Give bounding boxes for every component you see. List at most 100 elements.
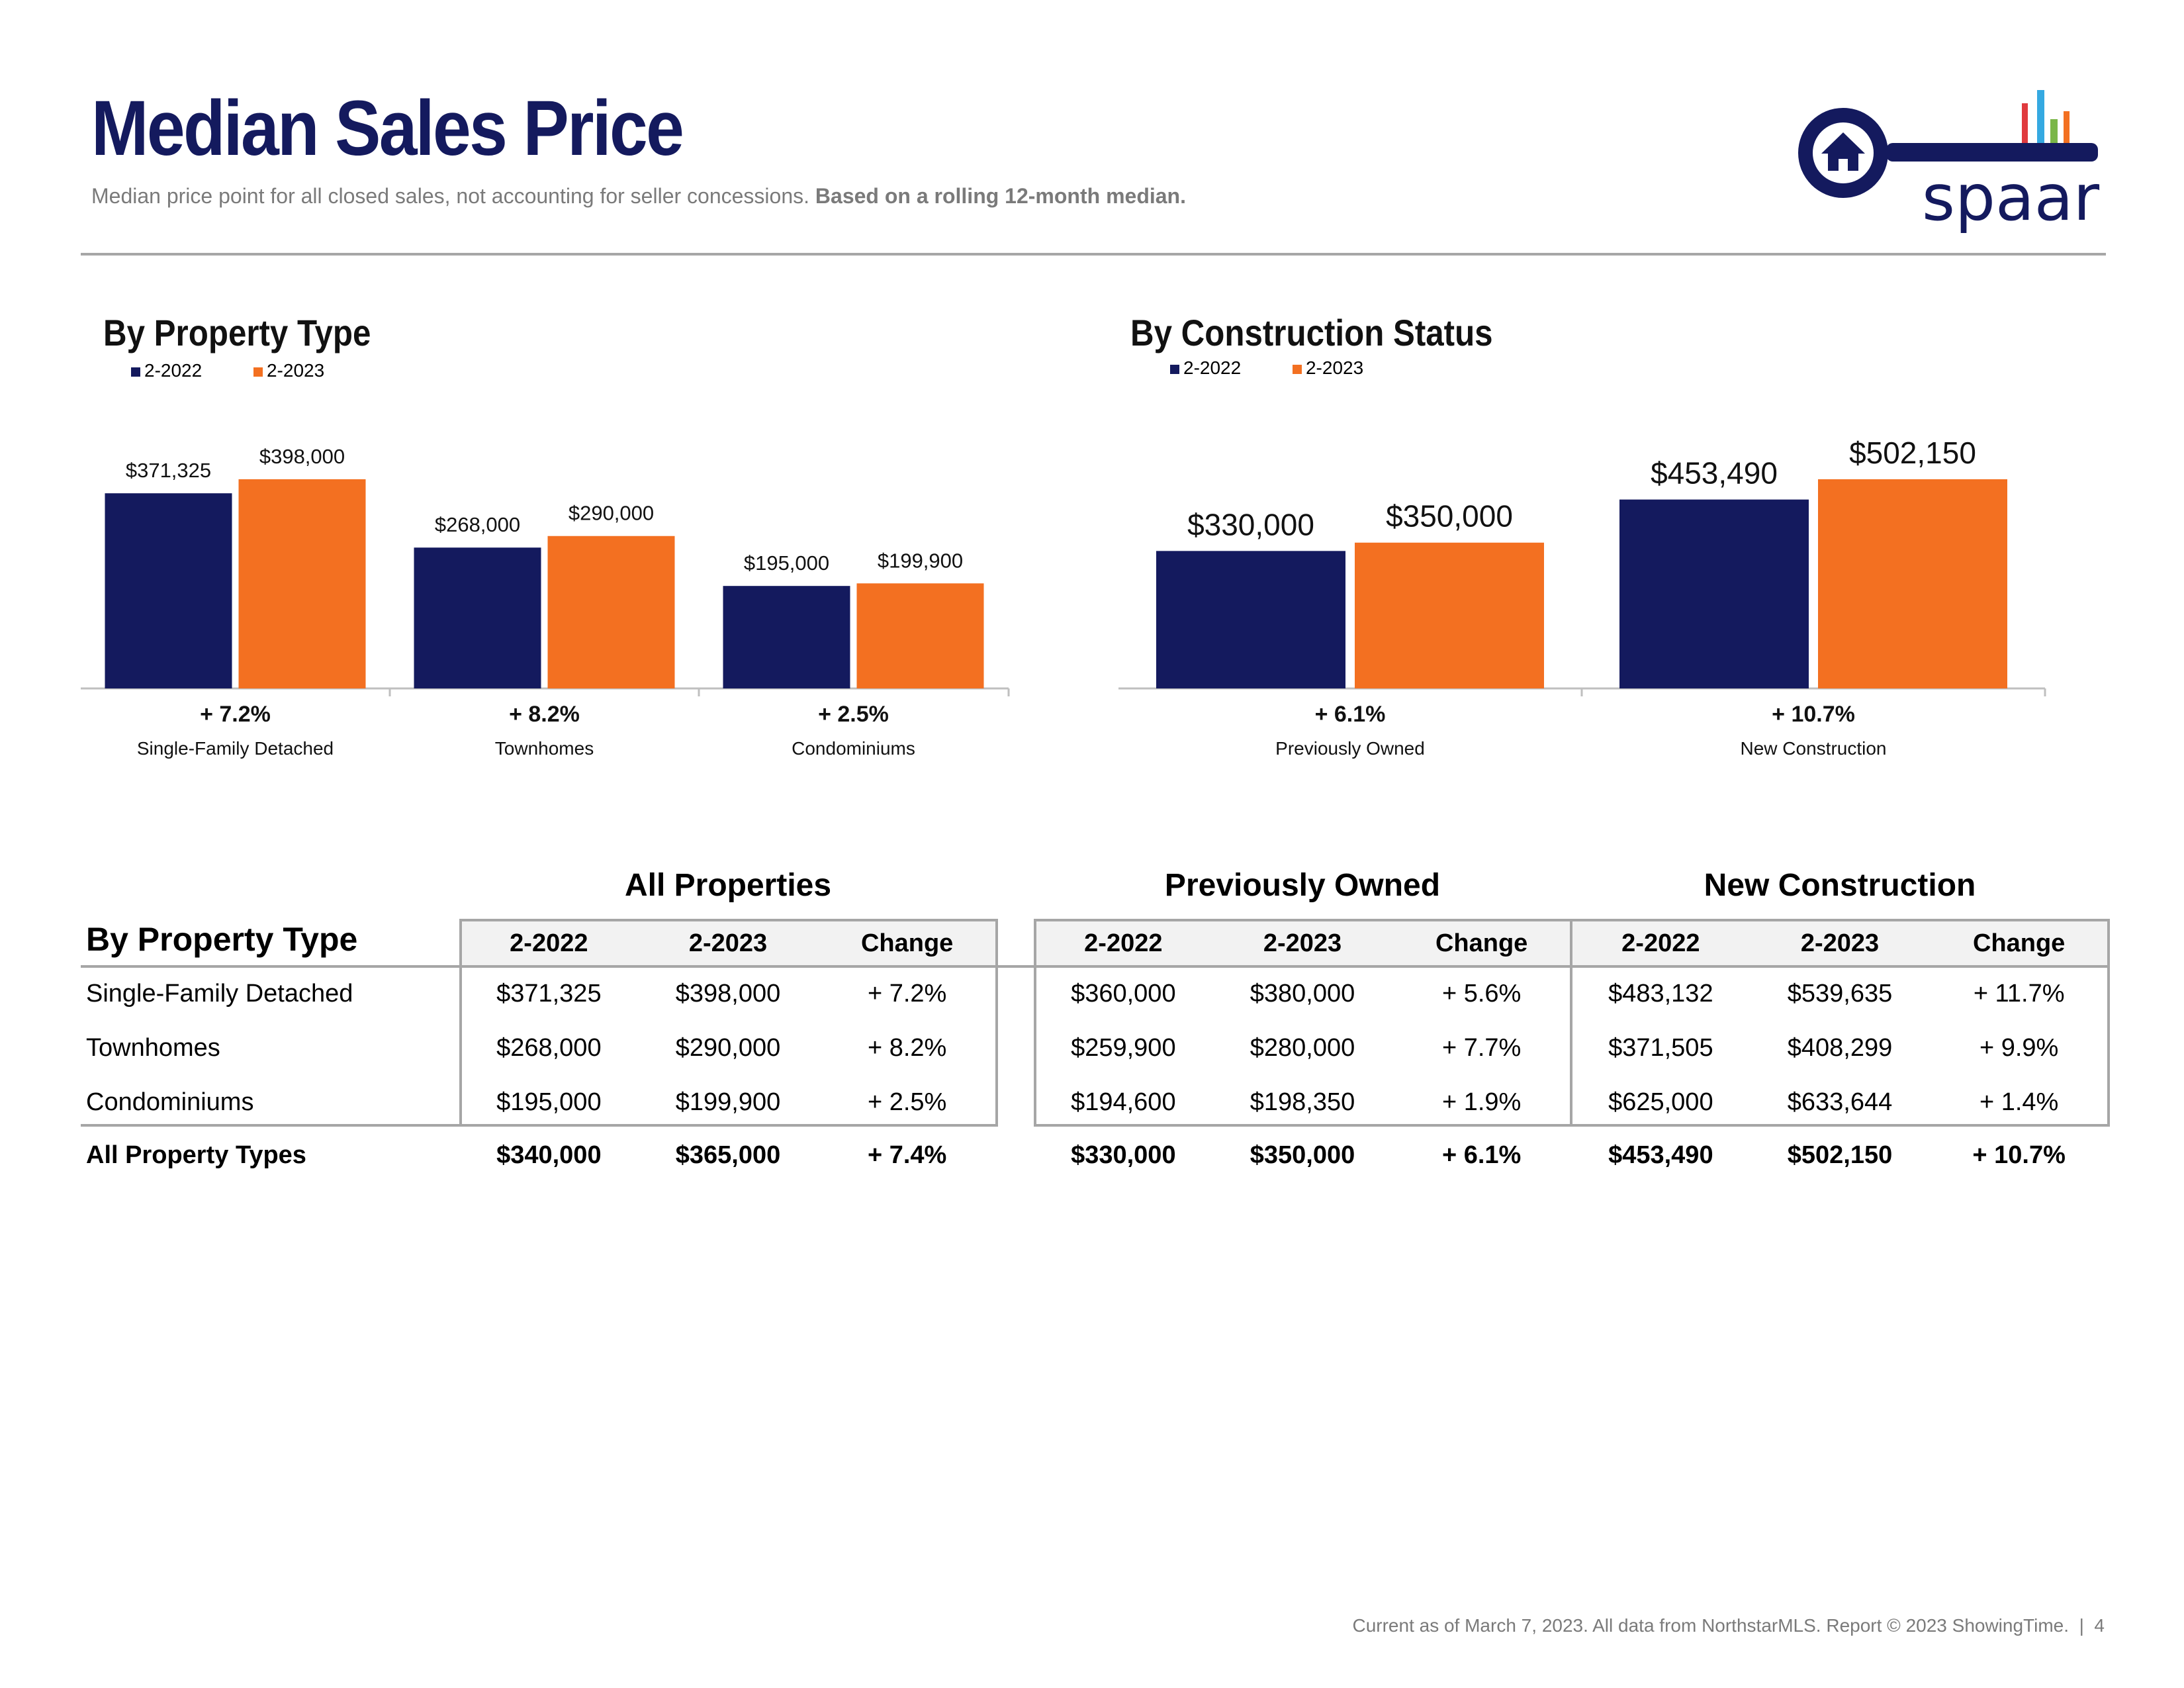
- table-cell: + 2.5%: [867, 1088, 947, 1116]
- table-column-header: Change: [1972, 929, 2066, 957]
- table-cell: + 7.7%: [1441, 1034, 1522, 1062]
- table-header-band: [459, 919, 997, 966]
- table-row-header-title: By Property Type: [86, 921, 358, 958]
- category-label: Townhomes: [495, 738, 594, 759]
- table-cell: $625,000: [1608, 1088, 1713, 1116]
- table-column-header: 2-2023: [688, 929, 768, 957]
- table-total-cell: $453,490: [1608, 1141, 1713, 1169]
- legend-item-2023: 2-2023: [1292, 357, 1363, 378]
- chart2-legend: 2-2022 2-2023: [1170, 357, 1410, 379]
- legend-swatch-orange: [253, 367, 263, 377]
- page-title: Median Sales Price: [91, 85, 684, 172]
- table-column-border: [995, 919, 998, 1127]
- bar-2-2023: [856, 583, 984, 688]
- table-bottom-border: [81, 1124, 997, 1127]
- table-column-border: [459, 919, 462, 1127]
- table-total-cell: $502,150: [1787, 1141, 1893, 1169]
- table-row-label: Townhomes: [86, 1034, 220, 1062]
- footer-separator: |: [2073, 1615, 2095, 1636]
- table-total-cell: $365,000: [675, 1141, 781, 1169]
- bar-value-label: $398,000: [259, 445, 345, 468]
- table-cell: $280,000: [1250, 1034, 1355, 1062]
- bar-value-label: $371,325: [126, 459, 211, 482]
- table-header-band: [1034, 919, 1571, 966]
- table-total-cell: + 7.4%: [867, 1141, 947, 1169]
- bar-2-2022: [1156, 551, 1345, 688]
- category-label: Single-Family Detached: [137, 738, 334, 759]
- chart2-title: By Construction Status: [1130, 312, 1493, 353]
- page-footer: Current as of March 7, 2023. All data fr…: [1352, 1615, 2105, 1636]
- logo-wordmark: spaar: [1922, 161, 2100, 235]
- bar-2-2022: [1619, 499, 1809, 688]
- category-label: Condominiums: [792, 738, 915, 759]
- table-column-border: [2107, 919, 2110, 1127]
- table-group-title: New Construction: [1704, 868, 1976, 903]
- table-total-cell: + 10.7%: [1972, 1141, 2066, 1169]
- table-cell: + 5.6%: [1441, 980, 1522, 1008]
- bar-value-label: $453,490: [1651, 456, 1778, 491]
- table-cell: $259,900: [1071, 1034, 1176, 1062]
- table-cell: + 1.9%: [1441, 1088, 1522, 1116]
- bar-value-label: $199,900: [878, 549, 963, 572]
- bar-2-2023: [547, 536, 675, 688]
- bar-value-label: $502,150: [1849, 436, 1976, 470]
- table-cell: $360,000: [1071, 980, 1176, 1008]
- table-cell: + 8.2%: [867, 1034, 947, 1062]
- table-cell: $371,325: [496, 980, 602, 1008]
- table-total-cell: + 6.1%: [1441, 1141, 1522, 1169]
- table-cell: $198,350: [1250, 1088, 1355, 1116]
- table-column-header: Change: [860, 929, 954, 957]
- table-cell: $633,644: [1787, 1088, 1893, 1116]
- footer-text: Current as of March 7, 2023. All data fr…: [1352, 1615, 2070, 1636]
- table-cell: + 7.2%: [867, 980, 947, 1008]
- legend-item-2023: 2-2023: [253, 360, 324, 381]
- table-cell: + 9.9%: [1979, 1034, 2059, 1062]
- legend-item-2022: 2-2022: [131, 360, 202, 381]
- category-label: New Construction: [1741, 738, 1887, 759]
- bar-value-label: $195,000: [744, 551, 829, 575]
- bar-2-2022: [723, 586, 850, 688]
- table-column-header: Change: [1435, 929, 1528, 957]
- change-label: + 6.1%: [1315, 702, 1386, 727]
- table-cell: $371,505: [1608, 1034, 1713, 1062]
- legend-swatch-navy: [1170, 364, 1179, 374]
- legend-swatch-orange: [1292, 364, 1302, 374]
- table-total-cell: $330,000: [1071, 1141, 1176, 1169]
- bar-value-label: $350,000: [1386, 499, 1513, 534]
- table-column-header: 2-2022: [510, 929, 588, 957]
- spaar-logo: spaar: [1787, 85, 2105, 244]
- table-cell: $268,000: [496, 1034, 602, 1062]
- legend-item-2022: 2-2022: [1170, 357, 1241, 378]
- category-label: Previously Owned: [1275, 738, 1425, 759]
- table-column-header: 2-2022: [1621, 929, 1700, 957]
- table-top-border: [459, 919, 997, 921]
- table-total-label: All Property Types: [86, 1141, 306, 1169]
- table-cell: + 1.4%: [1979, 1088, 2059, 1116]
- bar-2-2022: [414, 547, 541, 688]
- table-group-title: Previously Owned: [1164, 868, 1441, 903]
- bar-value-label: $330,000: [1187, 507, 1314, 541]
- bar-value-label: $268,000: [435, 513, 520, 536]
- bar-2-2022: [105, 493, 232, 688]
- table-cell: $380,000: [1250, 980, 1355, 1008]
- page-subtitle: Median price point for all closed sales,…: [91, 184, 1186, 209]
- table-cell: $408,299: [1787, 1034, 1893, 1062]
- bar-2-2023: [1818, 479, 2007, 688]
- table-column-border: [1570, 919, 1572, 1127]
- table-cell: $195,000: [496, 1088, 602, 1116]
- subtitle-bold: Based on a rolling 12-month median.: [815, 184, 1186, 208]
- chart1-title: By Property Type: [103, 312, 371, 353]
- table-cell: $398,000: [675, 980, 781, 1008]
- table-header-underline: [81, 965, 2109, 968]
- table-total-cell: $340,000: [496, 1141, 602, 1169]
- table-column-header: 2-2022: [1084, 929, 1163, 957]
- change-label: + 8.2%: [509, 702, 580, 727]
- bar-2-2023: [1355, 542, 1544, 688]
- bar-value-label: $290,000: [569, 502, 654, 525]
- table-total-cell: $350,000: [1250, 1141, 1355, 1169]
- table-row-label: Condominiums: [86, 1088, 254, 1116]
- table-column-border: [1034, 919, 1036, 1127]
- table-column-header: 2-2023: [1263, 929, 1342, 957]
- table-column-header: 2-2023: [1800, 929, 1880, 957]
- bar-charts: $371,325 $398,000 + 7.2% Single-Family Deta…: [81, 436, 2046, 759]
